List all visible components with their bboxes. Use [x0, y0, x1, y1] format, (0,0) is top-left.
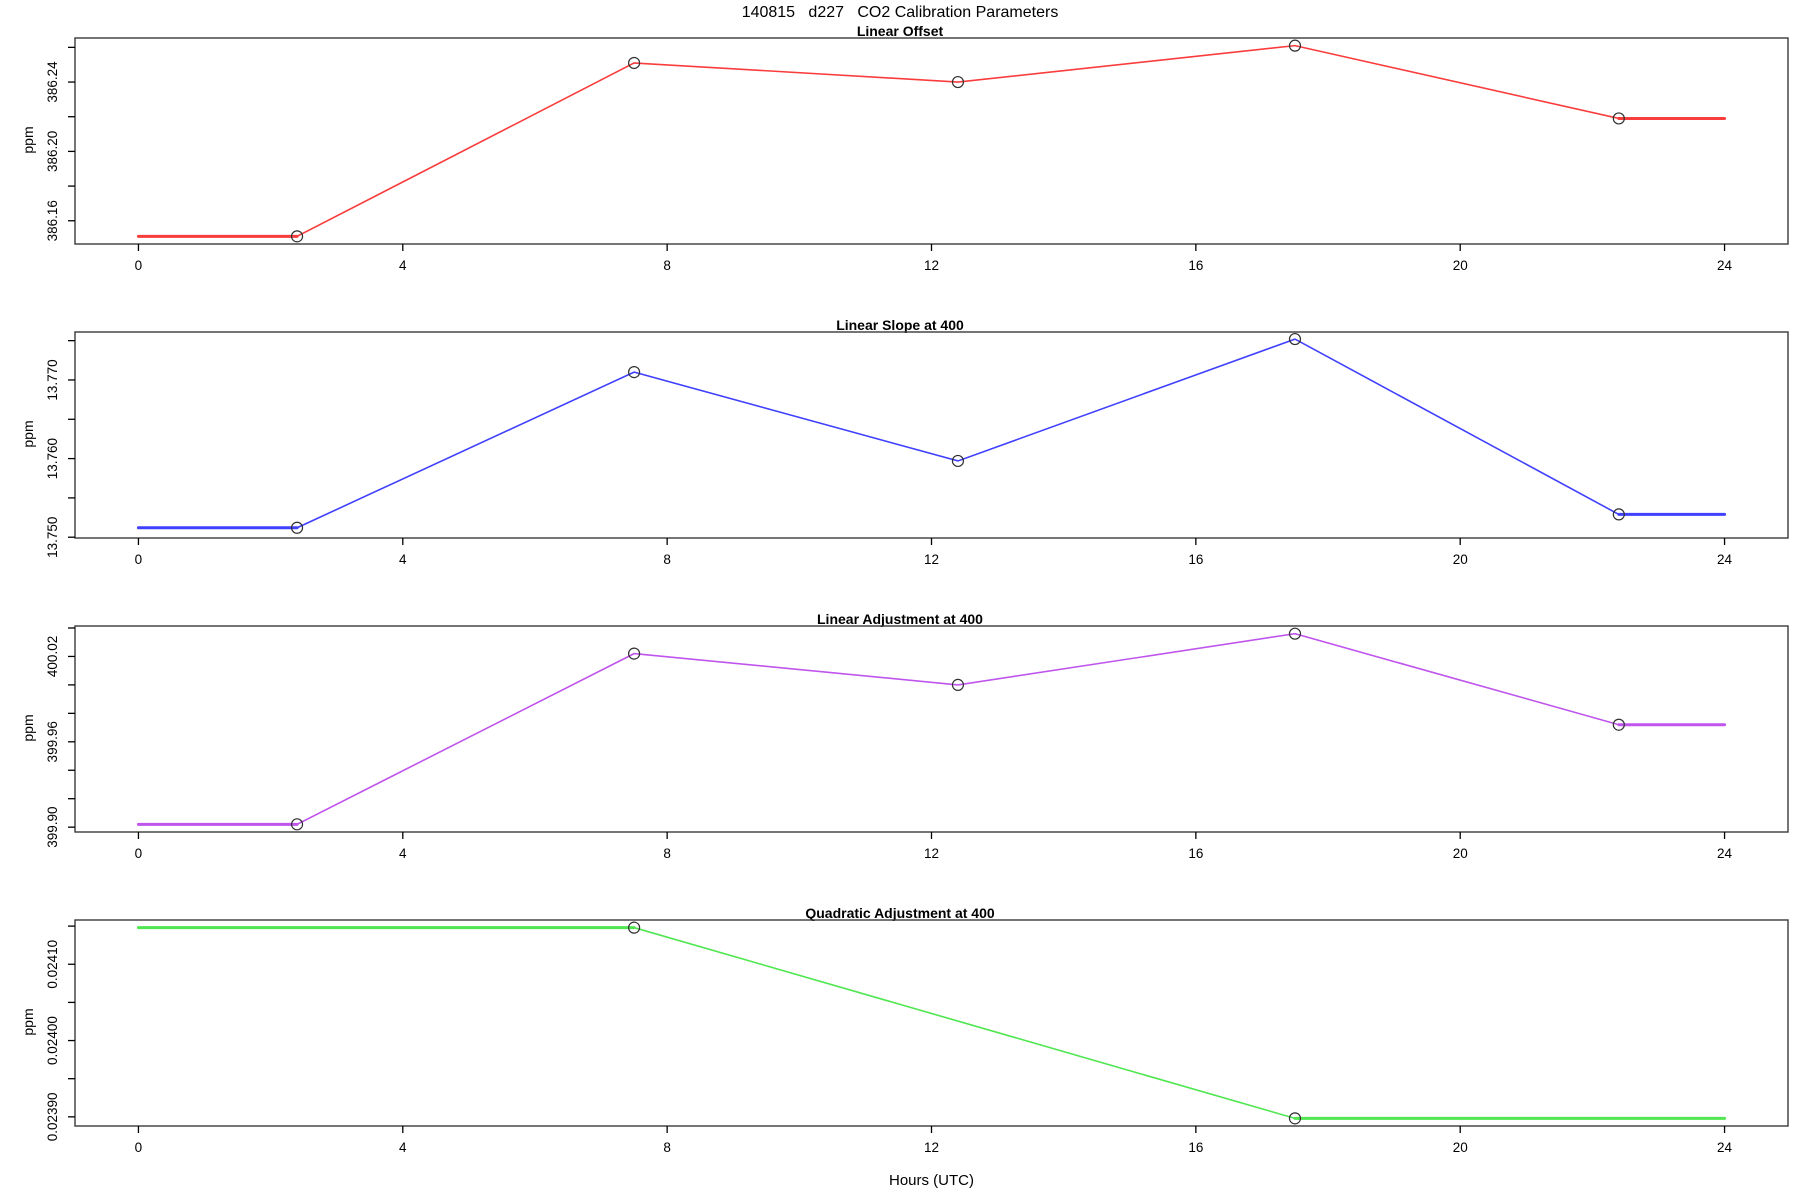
x-tick-label: 0 [135, 552, 143, 567]
x-tick-label: 20 [1453, 552, 1468, 567]
plot-box [74, 919, 1789, 1127]
x-tick-label: 8 [663, 1140, 671, 1155]
x-tick-label: 4 [399, 846, 407, 861]
data-point [951, 75, 965, 89]
x-tick-label: 12 [924, 552, 939, 567]
panel-linear-slope: Linear Slope at 400 ppm 0 4 8 12 16 20 24 13.75… [0, 317, 1800, 612]
panel-title: Quadratic Adjustment at 400 [805, 905, 995, 921]
series-line [138, 338, 1725, 529]
panel-svg-2: 0 4 8 12 16 20 24 399.90 399.96 400.02 [45, 625, 1789, 861]
page-title: 140815 d227 CO2 Calibration Parameters [741, 4, 1059, 21]
panel-svg-3: 0 4 8 12 16 20 24 0.02390 0.02400 0.02410 [45, 919, 1789, 1155]
x-tick-label: 24 [1717, 846, 1733, 861]
panel-title: Linear Offset [856, 23, 944, 39]
panel-linear-offset: Linear Offset ppm 0 4 8 12 16 20 24 386.16 386.2… [0, 23, 1800, 318]
x-tick-label: 16 [1188, 1140, 1203, 1155]
data-point [1612, 718, 1625, 731]
y-tick-label: 386.24 [45, 61, 60, 103]
data-point [628, 365, 641, 379]
x-tick-label: 0 [135, 258, 143, 273]
x-tick-label: 12 [924, 846, 939, 861]
x-tick-label: 12 [924, 1140, 939, 1155]
plot-box [74, 37, 1789, 245]
data-point [1288, 332, 1302, 346]
data-point [290, 521, 304, 534]
y-tick-label: 0.02390 [45, 1092, 60, 1141]
x-tick-label: 8 [663, 552, 671, 567]
y-tick-label: 399.90 [45, 807, 60, 848]
panel-title: Linear Slope at 400 [836, 317, 964, 333]
y-tick-label: 13.770 [45, 359, 60, 400]
x-tick-label: 4 [399, 1140, 407, 1155]
x-tick-label: 24 [1717, 258, 1733, 273]
x-tick-label: 24 [1717, 552, 1733, 567]
data-point [290, 230, 304, 243]
series-line [138, 632, 1725, 826]
data-point [628, 56, 641, 70]
plot-box [74, 625, 1789, 833]
x-tick-label: 4 [399, 258, 407, 273]
y-tick-label: 0.02400 [45, 1016, 60, 1065]
x-tick-label: 4 [399, 552, 407, 567]
data-point [628, 921, 641, 934]
y-tick-label: 13.760 [45, 438, 60, 479]
x-tick-label: 0 [135, 846, 143, 861]
x-tick-label: 20 [1453, 258, 1468, 273]
data-point [1612, 112, 1625, 125]
x-axis-label: Hours (UTC) [889, 1172, 974, 1189]
data-point [290, 818, 304, 831]
x-tick-label: 8 [663, 846, 671, 861]
data-point [628, 647, 641, 660]
x-tick-label: 12 [924, 258, 939, 273]
y-tick-label: 13.750 [45, 517, 60, 558]
data-point [951, 678, 965, 691]
series-line [138, 44, 1725, 238]
data-point [1288, 627, 1302, 640]
x-tick-label: 16 [1188, 552, 1203, 567]
x-tick-label: 16 [1188, 258, 1203, 273]
data-point [1612, 508, 1625, 521]
x-tick-label: 8 [663, 258, 671, 273]
x-tick-label: 24 [1717, 1140, 1733, 1155]
data-point [1288, 39, 1302, 52]
y-tick-label: 386.16 [45, 200, 60, 241]
panel-linear-adjustment: Linear Adjustment at 400 ppm 0 4 8 12 16 20 24… [0, 611, 1800, 906]
panel-svg-1: 0 4 8 12 16 20 24 13.750 13.760 13.770 [45, 331, 1789, 567]
x-tick-label: 16 [1188, 846, 1203, 861]
y-tick-label: 400.02 [45, 636, 60, 677]
panel-svg-0: 0 4 8 12 16 20 24 386.16 386.20 386.24 [45, 37, 1789, 273]
data-point [951, 454, 965, 468]
panel-title: Linear Adjustment at 400 [817, 611, 983, 627]
x-tick-label: 0 [135, 1140, 143, 1155]
panel-quadratic-adjustment: Quadratic Adjustment at 400 ppm 0 4 8 12 16 2… [0, 905, 1800, 1200]
x-tick-label: 20 [1453, 1140, 1468, 1155]
y-tick-label: 0.02410 [45, 940, 60, 989]
y-tick-label: 386.20 [45, 131, 60, 172]
plot-box [74, 331, 1789, 539]
y-tick-label: 399.96 [45, 721, 60, 762]
x-tick-label: 20 [1453, 846, 1468, 861]
series-line [138, 926, 1725, 1120]
data-point [1288, 1112, 1302, 1125]
